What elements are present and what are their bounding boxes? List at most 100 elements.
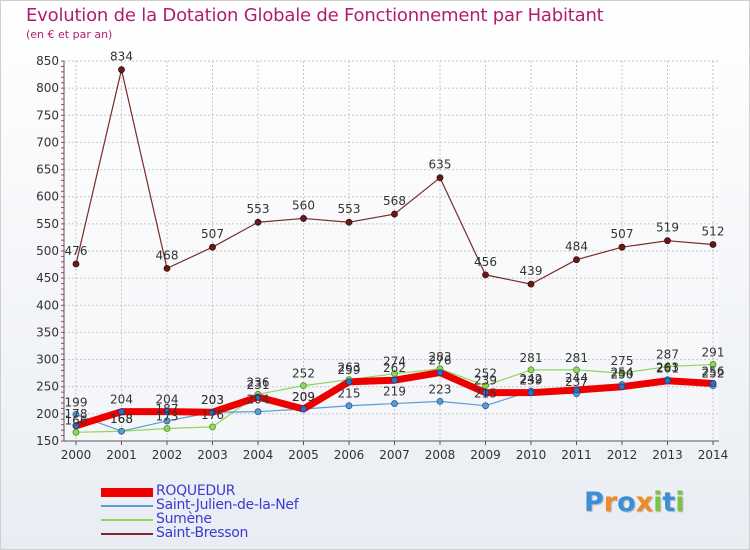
- data-label: 439: [520, 264, 543, 278]
- data-label: 219: [383, 385, 406, 399]
- series-point: [573, 386, 580, 394]
- legend-label: ROQUEDUR: [156, 483, 236, 499]
- data-label: 252: [292, 367, 315, 381]
- logo-letter: i: [653, 487, 663, 518]
- series-point: [163, 408, 171, 416]
- data-label: 178: [65, 407, 88, 421]
- data-label: 568: [383, 194, 406, 208]
- data-label: 263: [338, 361, 361, 375]
- logo-letter: x: [635, 487, 654, 518]
- series-point: [527, 366, 535, 374]
- y-tick-label: 650: [36, 163, 59, 177]
- data-label: 262: [383, 361, 406, 375]
- data-label: 168: [110, 412, 133, 426]
- data-label: 512: [702, 224, 725, 238]
- series-point: [391, 210, 398, 218]
- series-point: [436, 397, 444, 405]
- series-point: [345, 218, 353, 226]
- data-label: 209: [292, 390, 315, 404]
- series-point: [72, 428, 80, 436]
- data-label: 236: [247, 375, 270, 389]
- chart-title: Evolution de la Dotation Globale de Fonc…: [26, 5, 604, 26]
- y-tick-label: 800: [36, 81, 59, 95]
- data-label: 261: [656, 362, 679, 376]
- series-point: [345, 378, 353, 386]
- x-tick-label: 2000: [61, 448, 92, 462]
- series-point: [618, 243, 626, 251]
- data-label: 239: [520, 374, 543, 388]
- data-label: 287: [656, 348, 679, 362]
- data-label: 553: [247, 202, 270, 216]
- data-label: 250: [611, 368, 634, 382]
- series-point: [72, 260, 80, 268]
- data-label: 239: [474, 374, 497, 388]
- data-label: 203: [201, 393, 224, 407]
- y-tick-label: 550: [36, 217, 59, 231]
- data-label: 281: [565, 351, 588, 365]
- series-point: [573, 256, 580, 264]
- data-label: 215: [338, 387, 361, 401]
- series-point: [618, 369, 626, 377]
- series-point: [664, 363, 671, 371]
- data-label: 203: [201, 393, 224, 407]
- y-tick-label: 700: [36, 135, 59, 149]
- data-label: 468: [156, 248, 179, 262]
- series-point: [163, 425, 171, 432]
- legend-item: Saint-Bresson: [101, 525, 401, 541]
- data-label: 507: [611, 227, 634, 241]
- data-label: 199: [65, 395, 88, 409]
- x-tick-label: 2013: [652, 448, 683, 462]
- x-tick-label: 2001: [106, 448, 137, 462]
- logo-letter: o: [617, 487, 636, 518]
- data-label: 484: [565, 240, 588, 254]
- logo-letter: P: [584, 487, 604, 518]
- data-label: 281: [520, 351, 543, 365]
- series-point: [391, 376, 398, 384]
- logo-letter: r: [603, 487, 618, 518]
- y-tick-label: 150: [36, 434, 59, 448]
- data-label: 259: [338, 363, 361, 377]
- series-point: [391, 370, 398, 378]
- x-tick-label: 2006: [334, 448, 365, 462]
- x-tick-label: 2003: [197, 448, 228, 462]
- data-label: 476: [65, 244, 88, 258]
- data-label: 173: [156, 410, 179, 424]
- logo-letter: t: [662, 487, 676, 518]
- legend-swatch: [101, 533, 153, 535]
- data-label: 204: [110, 393, 133, 407]
- data-label: 456: [474, 255, 497, 269]
- series-point: [709, 380, 717, 387]
- data-label: 166: [65, 413, 88, 427]
- series-point: [300, 382, 307, 390]
- series-point: [300, 215, 307, 222]
- series-point: [209, 423, 216, 431]
- data-label: 168: [110, 412, 133, 426]
- series-point: [118, 408, 125, 416]
- series-point: [482, 271, 489, 279]
- legend-item: Saint-Julien-de-la-Nef: [101, 497, 401, 513]
- series-point: [118, 427, 125, 435]
- legend-label: Sumène: [156, 511, 212, 527]
- x-tick-label: 2011: [561, 448, 592, 462]
- y-tick-label: 600: [36, 190, 59, 204]
- data-label: 252: [702, 367, 725, 381]
- data-label: 560: [292, 198, 315, 212]
- legend-swatch: [101, 519, 153, 521]
- y-tick-label: 400: [36, 298, 59, 312]
- series-point: [664, 377, 671, 385]
- x-tick-label: 2005: [288, 448, 319, 462]
- y-tick-label: 350: [36, 325, 59, 339]
- data-label: 187: [156, 402, 179, 416]
- x-tick-label: 2002: [152, 448, 183, 462]
- data-label: 215: [474, 387, 497, 401]
- data-label: 553: [338, 202, 361, 216]
- series-point: [345, 402, 353, 410]
- data-label: 834: [110, 50, 133, 64]
- data-label: 291: [702, 345, 725, 359]
- line-chart: 150 200 250 300 350 400 450 500 550 600 650 700 750 8…: [36, 50, 728, 462]
- data-label: 254: [611, 366, 634, 380]
- data-label: 635: [429, 158, 452, 172]
- proxiti-logo: Proxiti: [584, 487, 685, 518]
- y-tick-label: 200: [36, 407, 59, 421]
